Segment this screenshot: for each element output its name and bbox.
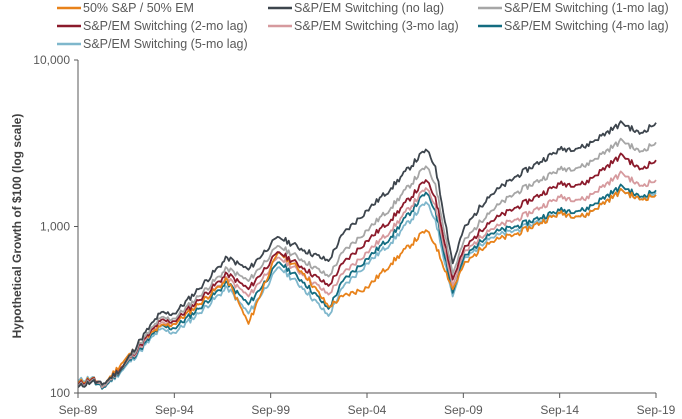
series-line-1 [77, 120, 657, 389]
series-line-5 [77, 183, 657, 390]
x-tick-label: Sep-99 [251, 403, 290, 417]
y-tick-label: 1,000 [40, 220, 70, 234]
series-line-4 [77, 170, 657, 389]
legend-item: S&P/EM Switching (3-mo lag) [268, 19, 459, 33]
series-line-2 [77, 137, 657, 387]
x-tick-label: Sep-89 [59, 403, 98, 417]
legend-label: S&P/EM Switching (4-mo lag) [504, 19, 669, 33]
legend-label: S&P/EM Switching (5-mo lag) [83, 37, 248, 51]
legend-label: S&P/EM Switching (1-mo lag) [504, 1, 669, 15]
series-line-0 [77, 187, 657, 387]
x-tick-label: Sep-09 [444, 403, 483, 417]
legend-item: S&P/EM Switching (no lag) [268, 1, 444, 15]
legend-label: S&P/EM Switching (no lag) [294, 1, 444, 15]
y-axis-label: Hypothetical Growth of $100 (log scale) [10, 114, 24, 339]
y-tick-label: 10,000 [33, 53, 70, 67]
x-tick-label: Sep-14 [540, 403, 579, 417]
legend: 50% S&P / 50% EM S&P/EM Switching (no lag… [57, 1, 669, 51]
x-tick-label: Sep-19 [637, 403, 676, 417]
legend-item: 50% S&P / 50% EM [57, 1, 194, 15]
legend-item: S&P/EM Switching (5-mo lag) [57, 37, 248, 51]
y-tick-label: 100 [50, 386, 70, 400]
legend-item: S&P/EM Switching (2-mo lag) [57, 19, 248, 33]
series-line-3 [77, 152, 657, 387]
x-tick-label: Sep-04 [348, 403, 387, 417]
legend-label: S&P/EM Switching (3-mo lag) [294, 19, 459, 33]
legend-item: S&P/EM Switching (1-mo lag) [478, 1, 669, 15]
axes: 100 1,000 10,000 Sep-89 Sep-94 Sep-99 Sep-04 Se… [33, 53, 675, 417]
legend-label: 50% S&P / 50% EM [83, 1, 194, 15]
series-lines [77, 120, 657, 390]
x-tick-label: Sep-94 [155, 403, 194, 417]
series-line-6 [77, 187, 657, 390]
legend-label: S&P/EM Switching (2-mo lag) [83, 19, 248, 33]
legend-item: S&P/EM Switching (4-mo lag) [478, 19, 669, 33]
